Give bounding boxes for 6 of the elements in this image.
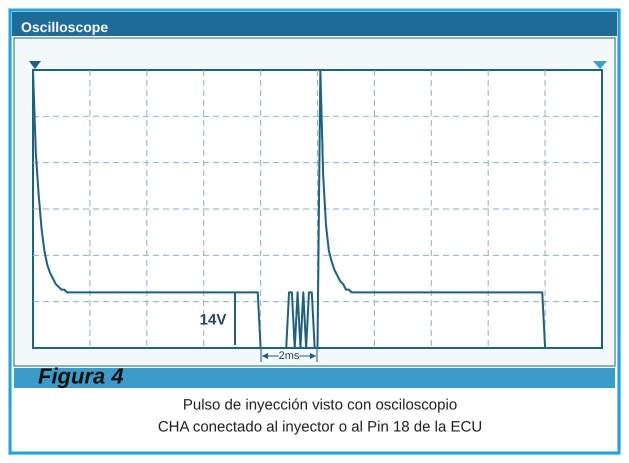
text: Pulso de inyección visto con osciloscopio xyxy=(182,396,458,414)
text: CHA conectado al inyector o al Pin 18 de la ECU xyxy=(158,418,482,436)
text: 2ms xyxy=(278,350,300,362)
text: Figura 4 xyxy=(38,364,124,388)
annotation: 14V xyxy=(200,312,226,329)
chart-title: Oscilloscope xyxy=(21,19,108,35)
